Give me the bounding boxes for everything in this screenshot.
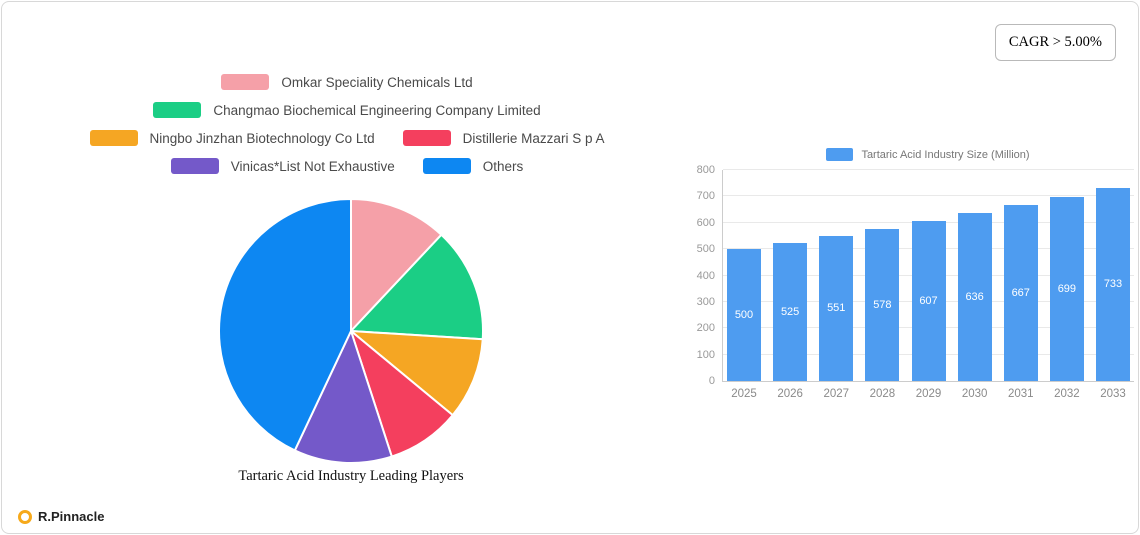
- bar-column: 607 2029: [911, 170, 946, 400]
- bar-column: 500 2025: [727, 170, 761, 400]
- pie-legend-row: Ningbo Jinzhan Biotechnology Co Ltd Disti…: [32, 130, 662, 146]
- bar-value-label: 636: [965, 291, 984, 304]
- bar-value-label: 667: [1011, 287, 1030, 300]
- pie-legend-label: Distillerie Mazzari S p A: [462, 130, 605, 146]
- y-axis-tick-label: 200: [696, 322, 715, 335]
- x-axis-tick-label: 2025: [731, 388, 757, 400]
- gridline: [723, 169, 1134, 170]
- y-axis-tick-label: 400: [696, 269, 715, 282]
- pie-legend-row: Omkar Speciality Chemicals Ltd: [32, 74, 662, 90]
- pie-legend-label: Vinicas*List Not Exhaustive: [230, 158, 395, 174]
- pie-legend-item: Ningbo Jinzhan Biotechnology Co Ltd: [89, 130, 375, 146]
- bar-chart: Tartaric Acid Industry Size (Million) 50…: [696, 142, 1138, 414]
- bar-columns: 500 2025 525 2026 551 2027 578 2028 607 2029 636 20…: [723, 170, 1134, 400]
- bar: 699: [1049, 196, 1084, 381]
- y-axis-tick-label: 500: [696, 243, 715, 256]
- pie-slice: [293, 330, 393, 464]
- bar-column: 699 2032: [1049, 170, 1084, 400]
- pie-legend-item: Others: [422, 158, 524, 174]
- y-axis-tick-label: 0: [708, 375, 715, 387]
- pie-legend-row: Vinicas*List Not Exhaustive Others: [32, 158, 662, 174]
- gridline: [723, 195, 1134, 197]
- bar-value-label: 733: [1103, 278, 1123, 291]
- pie-legend-label: Changmao Biochemical Engineering Company…: [213, 102, 541, 118]
- pie-legend-swatch: [221, 74, 270, 90]
- pie-legend: Omkar Speciality Chemicals Ltd Changmao B…: [32, 74, 662, 186]
- x-axis-tick-label: 2026: [777, 388, 803, 400]
- x-axis-tick-label: 2031: [1007, 388, 1034, 400]
- logo: R.Pinnacle: [18, 509, 104, 524]
- pie-legend-label: Omkar Speciality Chemicals Ltd: [281, 74, 473, 90]
- bar: 578: [865, 228, 900, 381]
- bar: 636: [957, 213, 992, 381]
- bar: 500: [727, 249, 761, 381]
- bar: 607: [911, 220, 946, 381]
- pie-slice: [350, 330, 484, 417]
- pie-legend-item: Vinicas*List Not Exhaustive: [170, 158, 395, 174]
- bar-value-label: 525: [780, 305, 800, 318]
- bar: 733: [1096, 187, 1130, 381]
- bar-chart-legend: Tartaric Acid Industry Size (Million): [722, 148, 1134, 161]
- pie-legend-swatch: [422, 158, 471, 174]
- pie-legend-label: Ningbo Jinzhan Biotechnology Co Ltd: [149, 130, 375, 146]
- bar: 525: [773, 242, 808, 381]
- bar-value-label: 578: [873, 298, 892, 311]
- pie-legend-swatch: [89, 130, 138, 146]
- pie-slice: [218, 198, 352, 452]
- pie-legend-swatch: [170, 158, 219, 174]
- pie-legend-swatch: [402, 130, 451, 146]
- y-axis-tick-label: 300: [696, 295, 715, 308]
- bar-chart-plot: 500 2025 525 2026 551 2027 578 2028 607 2029 636 20…: [697, 164, 1134, 400]
- pie-legend-item: Changmao Biochemical Engineering Company…: [153, 102, 541, 118]
- bar-value-label: 500: [734, 309, 754, 322]
- x-axis-tick-label: 2032: [1054, 388, 1080, 400]
- pie-slice: [350, 198, 443, 332]
- pie-legend-row: Changmao Biochemical Engineering Company…: [32, 102, 662, 118]
- bar: 551: [819, 235, 854, 381]
- bar-column: 525 2026: [773, 170, 808, 400]
- pie-chart: [218, 198, 484, 464]
- cagr-badge: CAGR > 5.00%: [994, 24, 1116, 61]
- x-axis-tick-label: 2033: [1100, 388, 1126, 400]
- y-axis-tick-label: 700: [696, 190, 715, 203]
- pie-legend-swatch: [153, 102, 202, 118]
- bar-column: 551 2027: [819, 170, 854, 400]
- pie-legend-item: Distillerie Mazzari S p A: [402, 130, 605, 146]
- pie-chart-title: Tartaric Acid Industry Leading Players: [238, 468, 464, 484]
- x-axis-tick-label: 2028: [869, 388, 896, 400]
- bar-column: 667 2031: [1003, 170, 1038, 400]
- bar-column: 733 2033: [1096, 170, 1130, 400]
- bar-value-label: 551: [827, 302, 846, 315]
- pie-legend-label: Others: [482, 158, 524, 174]
- x-axis-tick-label: 2030: [961, 388, 988, 400]
- y-axis-tick-label: 100: [696, 348, 715, 361]
- y-axis-tick-label: 800: [696, 164, 715, 176]
- bar-value-label: 607: [919, 294, 938, 307]
- pinnacle-logo-icon: [18, 509, 32, 524]
- pie-legend-item: Omkar Speciality Chemicals Ltd: [221, 74, 473, 90]
- pie-slice: [350, 233, 484, 341]
- bar-legend-label: Tartaric Acid Industry Size (Million): [861, 148, 1030, 161]
- y-axis-tick-label: 600: [696, 216, 715, 229]
- bar: 667: [1003, 205, 1038, 381]
- x-axis-tick-label: 2029: [915, 388, 942, 400]
- bar-column: 578 2028: [865, 170, 900, 400]
- logo-text: R.Pinnacle: [38, 509, 105, 524]
- x-axis-tick-label: 2027: [823, 388, 850, 400]
- bar-legend-swatch: [826, 148, 854, 161]
- bar-value-label: 699: [1057, 282, 1077, 295]
- bar-column: 636 2030: [957, 170, 992, 400]
